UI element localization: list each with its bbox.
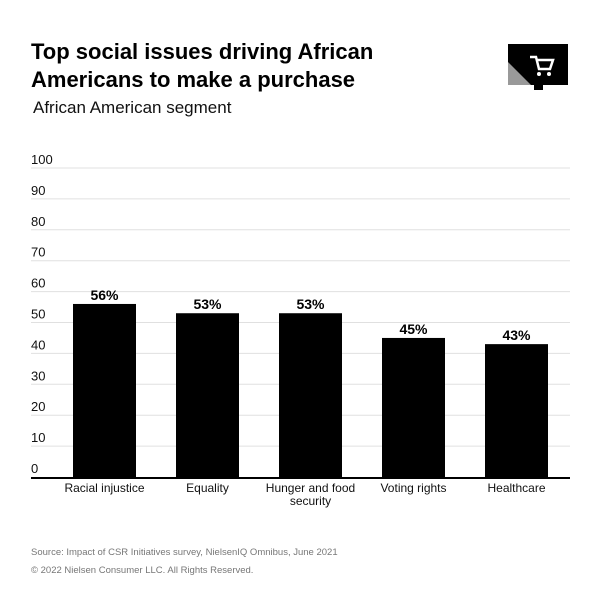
chart-title: Top social issues driving African Americ…	[31, 39, 374, 92]
x-tick-label: Voting rights	[380, 481, 446, 495]
x-tick-label: Hunger and food security	[266, 481, 355, 508]
y-tick-label: 80	[31, 214, 45, 229]
x-tick-label: Racial injustice	[64, 481, 144, 495]
shopping-cart-icon	[508, 44, 568, 90]
x-tick-label: Healthcare	[487, 481, 545, 495]
y-tick-label: 90	[31, 183, 45, 198]
y-tick-label: 20	[31, 399, 45, 414]
x-tick-label: Equality	[186, 481, 229, 495]
bar	[279, 313, 342, 477]
y-tick-label: 100	[31, 152, 53, 167]
bar-chart: 0 10 20 30 40 50 60 70 80 90 100 56% Racial injustic…	[31, 152, 570, 508]
bar	[485, 344, 548, 477]
source-note: Source: Impact of CSR Initiatives survey…	[31, 547, 338, 558]
y-tick-label: 40	[31, 337, 45, 352]
data-label: 53%	[296, 296, 325, 312]
y-tick-label: 60	[31, 276, 45, 291]
data-label: 53%	[193, 296, 222, 312]
copyright-note: © 2022 Nielsen Consumer LLC. All Rights …	[31, 565, 254, 576]
y-tick-label: 70	[31, 245, 45, 260]
y-tick-label: 30	[31, 368, 45, 383]
bar	[382, 337, 445, 477]
data-label: 56%	[90, 287, 119, 303]
bar	[73, 303, 136, 477]
data-label: 45%	[399, 321, 428, 337]
y-tick-label: 0	[31, 461, 38, 476]
bar	[176, 313, 239, 477]
y-tick-label: 10	[31, 430, 45, 445]
y-tick-label: 50	[31, 307, 45, 322]
data-label: 43%	[502, 327, 531, 343]
chart-subtitle: African American segment	[33, 98, 232, 117]
